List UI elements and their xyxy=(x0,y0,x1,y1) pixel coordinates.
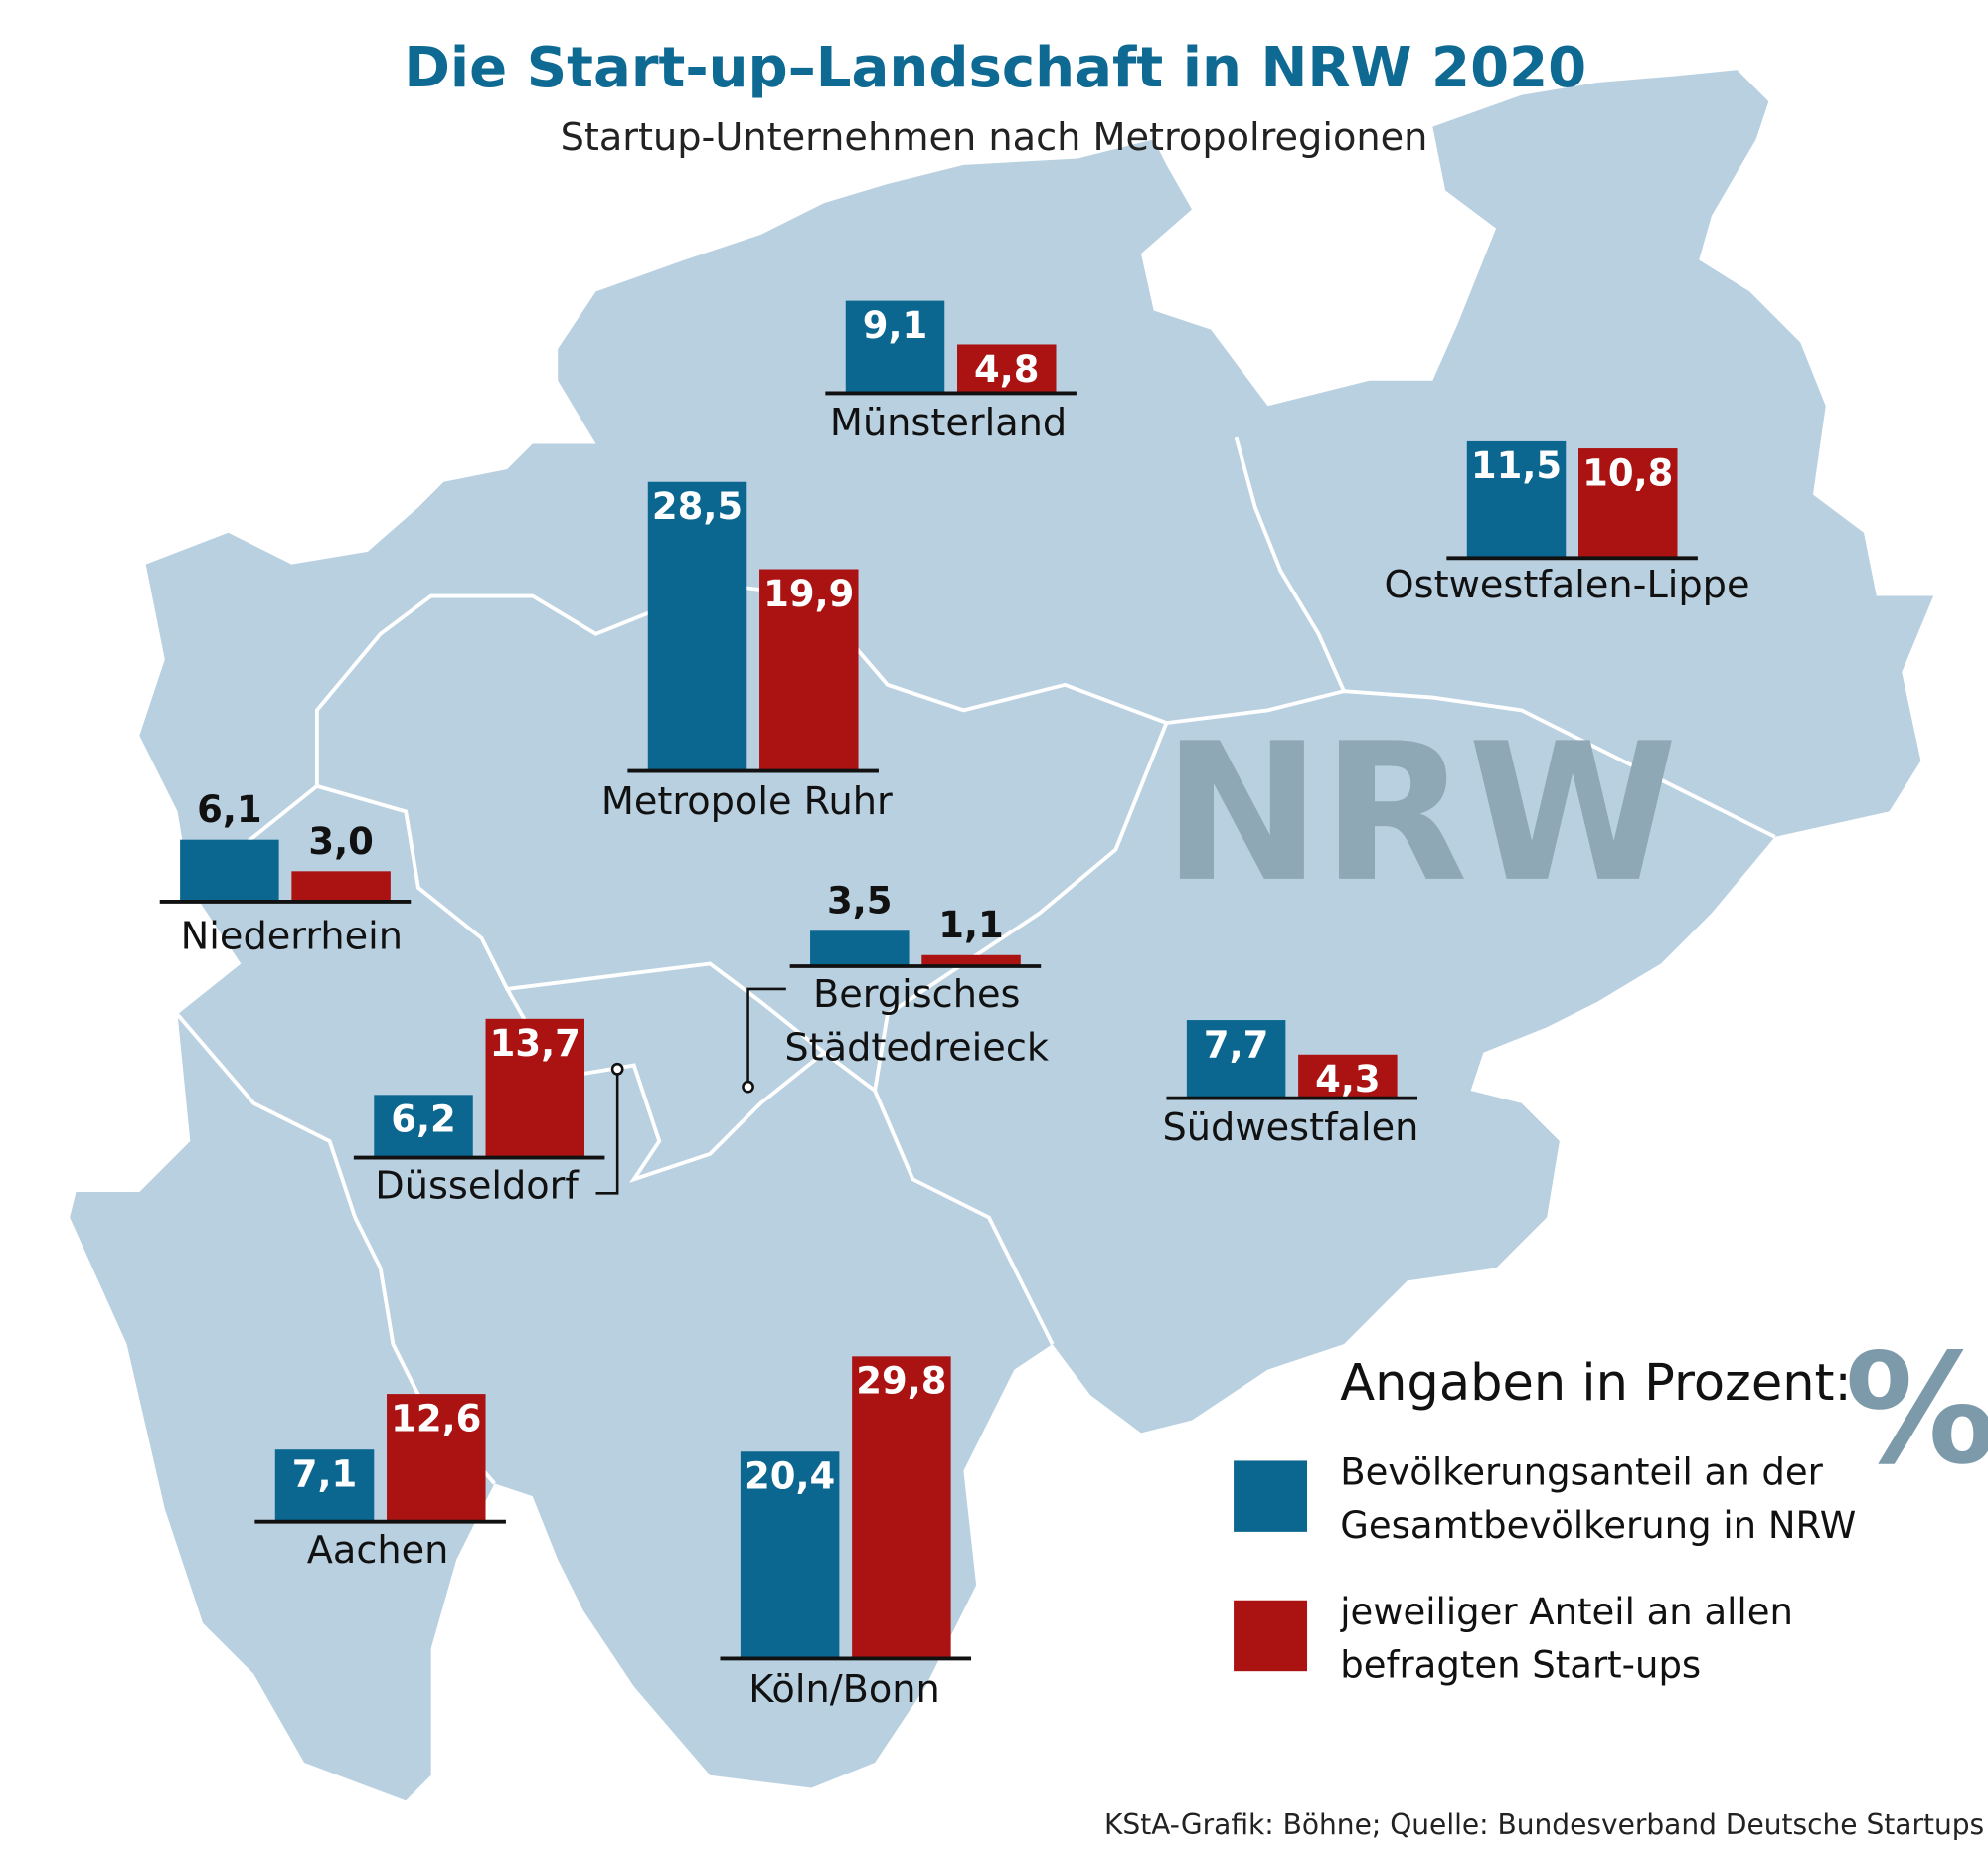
callout-dot xyxy=(610,1062,624,1076)
category-label: Münsterland xyxy=(830,401,1067,445)
category-label: Köln/Bonn xyxy=(748,1667,939,1712)
value-label: 4,3 xyxy=(1315,1058,1381,1100)
value-label: 3,5 xyxy=(827,880,893,923)
category-label: Niederrhein xyxy=(181,914,403,958)
bar xyxy=(810,930,910,966)
bar xyxy=(921,954,1021,966)
bar xyxy=(759,569,859,771)
category-label: Bergisches Städtedreieck xyxy=(784,972,1050,1071)
bar xyxy=(957,344,1057,394)
border xyxy=(1234,436,1346,692)
border xyxy=(873,722,1169,1345)
value-label: 7,7 xyxy=(1204,1023,1269,1066)
bar xyxy=(180,839,279,902)
value-label: 28,5 xyxy=(652,485,743,528)
bar xyxy=(852,1356,951,1659)
category-label: Ostwestfalen-Lippe xyxy=(1385,563,1750,607)
bar xyxy=(647,481,747,771)
bar xyxy=(387,1394,486,1522)
callout-line xyxy=(595,1069,619,1195)
value-label: 12,6 xyxy=(391,1397,481,1439)
legend-title: Angaben in Prozent: xyxy=(1340,1354,1852,1413)
value-label: 29,8 xyxy=(856,1360,946,1403)
value-label: 4,8 xyxy=(974,348,1040,391)
value-label: 7,1 xyxy=(292,1452,358,1495)
value-label: 19,9 xyxy=(763,573,854,615)
callout-line xyxy=(746,987,786,1088)
value-label: 11,5 xyxy=(1471,444,1562,487)
category-label: Aachen xyxy=(307,1528,449,1573)
legend-label-box: Bevölkerungsanteil an der Gesamtbevölker… xyxy=(1340,1450,1857,1548)
bar xyxy=(374,1095,473,1158)
bar xyxy=(1186,1020,1286,1098)
bar xyxy=(485,1018,585,1158)
value-label: 6,2 xyxy=(391,1098,456,1141)
legend-label: Bevölkerungsanteil an der Gesamtbevölker… xyxy=(1340,1450,1857,1548)
category-label: Metropole Ruhr xyxy=(601,779,893,824)
legend-label: jeweiliger Anteil an allen befragten Sta… xyxy=(1340,1590,1793,1687)
legend-swatch xyxy=(1234,1600,1308,1672)
chart-subtitle: Startup-Unternehmen nach Metropolregione… xyxy=(561,115,1428,160)
legend-swatch xyxy=(1234,1460,1308,1532)
category-label: Südwestfalen xyxy=(1163,1105,1419,1150)
bar xyxy=(845,300,945,394)
value-label: 13,7 xyxy=(490,1022,580,1065)
value-label: 1,1 xyxy=(938,904,1004,946)
source: KStA-Grafik: Böhne; Quelle: Bundesverban… xyxy=(1104,1808,1984,1841)
value-label: 3,0 xyxy=(308,820,374,863)
bar xyxy=(291,871,391,902)
callout-dot xyxy=(742,1080,754,1094)
value-label: 9,1 xyxy=(863,304,927,347)
bar xyxy=(1466,440,1567,559)
value-label: 10,8 xyxy=(1582,451,1673,494)
chart-title: Die Start-up–Landschaft in NRW 2020 xyxy=(404,36,1586,100)
bar xyxy=(1298,1054,1398,1098)
category-label-box: Bergisches Städtedreieck xyxy=(784,972,1050,1071)
value-label: 6,1 xyxy=(197,788,262,831)
value-label: 20,4 xyxy=(745,1455,835,1498)
map-label: NRW xyxy=(1162,703,1677,925)
legend-label-box: jeweiliger Anteil an allen befragten Sta… xyxy=(1340,1590,1793,1687)
bar xyxy=(274,1449,375,1522)
callouts xyxy=(595,987,786,1195)
bar xyxy=(740,1451,840,1659)
bar xyxy=(1578,448,1678,559)
border xyxy=(316,784,877,1093)
border xyxy=(176,1013,496,1485)
unit-symbol: % xyxy=(1845,1322,1988,1499)
category-label: Düsseldorf xyxy=(375,1164,580,1209)
